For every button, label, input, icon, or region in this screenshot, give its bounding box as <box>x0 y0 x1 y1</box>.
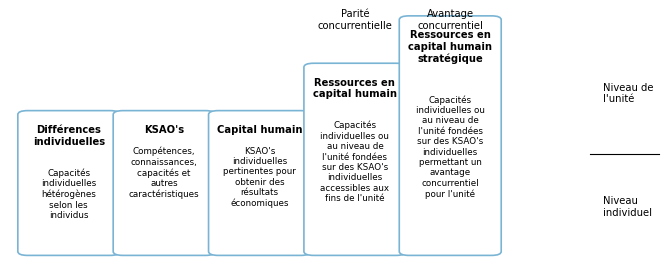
FancyBboxPatch shape <box>304 63 406 255</box>
Text: Ressources en
capital humain: Ressources en capital humain <box>313 78 397 99</box>
Text: Avantage
concurrentiel: Avantage concurrentiel <box>418 9 483 31</box>
Text: KSAO's: KSAO's <box>144 125 184 135</box>
FancyBboxPatch shape <box>209 111 311 255</box>
Text: Niveau
individuel: Niveau individuel <box>603 196 652 218</box>
Text: Compétences,
connaissances,
capacités et
autres
caractéristiques: Compétences, connaissances, capacités et… <box>129 147 199 199</box>
Text: Parité
concurrentielle: Parité concurrentielle <box>317 9 392 31</box>
Text: Différences
individuelles: Différences individuelles <box>33 125 105 147</box>
Text: Ressources en
capital humain
stratégique: Ressources en capital humain stratégique <box>408 30 492 64</box>
Text: Niveau de
l'unité: Niveau de l'unité <box>603 83 654 104</box>
Text: Capital humain: Capital humain <box>217 125 302 135</box>
Text: Capacités
individuelles ou
au niveau de
l'unité fondées
sur des KSAO's
individue: Capacités individuelles ou au niveau de … <box>416 95 485 199</box>
Text: KSAO's
individuelles
pertinentes pour
obtenir des
résultats
économiques: KSAO's individuelles pertinentes pour ob… <box>223 147 296 208</box>
Text: Capacités
individuelles ou
au niveau de
l'unité fondées
sur des KSAO's
individue: Capacités individuelles ou au niveau de … <box>320 121 390 203</box>
Text: Capacités
individuelles
hétérogènes
selon les
individus: Capacités individuelles hétérogènes selo… <box>41 168 97 220</box>
FancyBboxPatch shape <box>113 111 215 255</box>
FancyBboxPatch shape <box>18 111 120 255</box>
FancyBboxPatch shape <box>400 16 501 255</box>
